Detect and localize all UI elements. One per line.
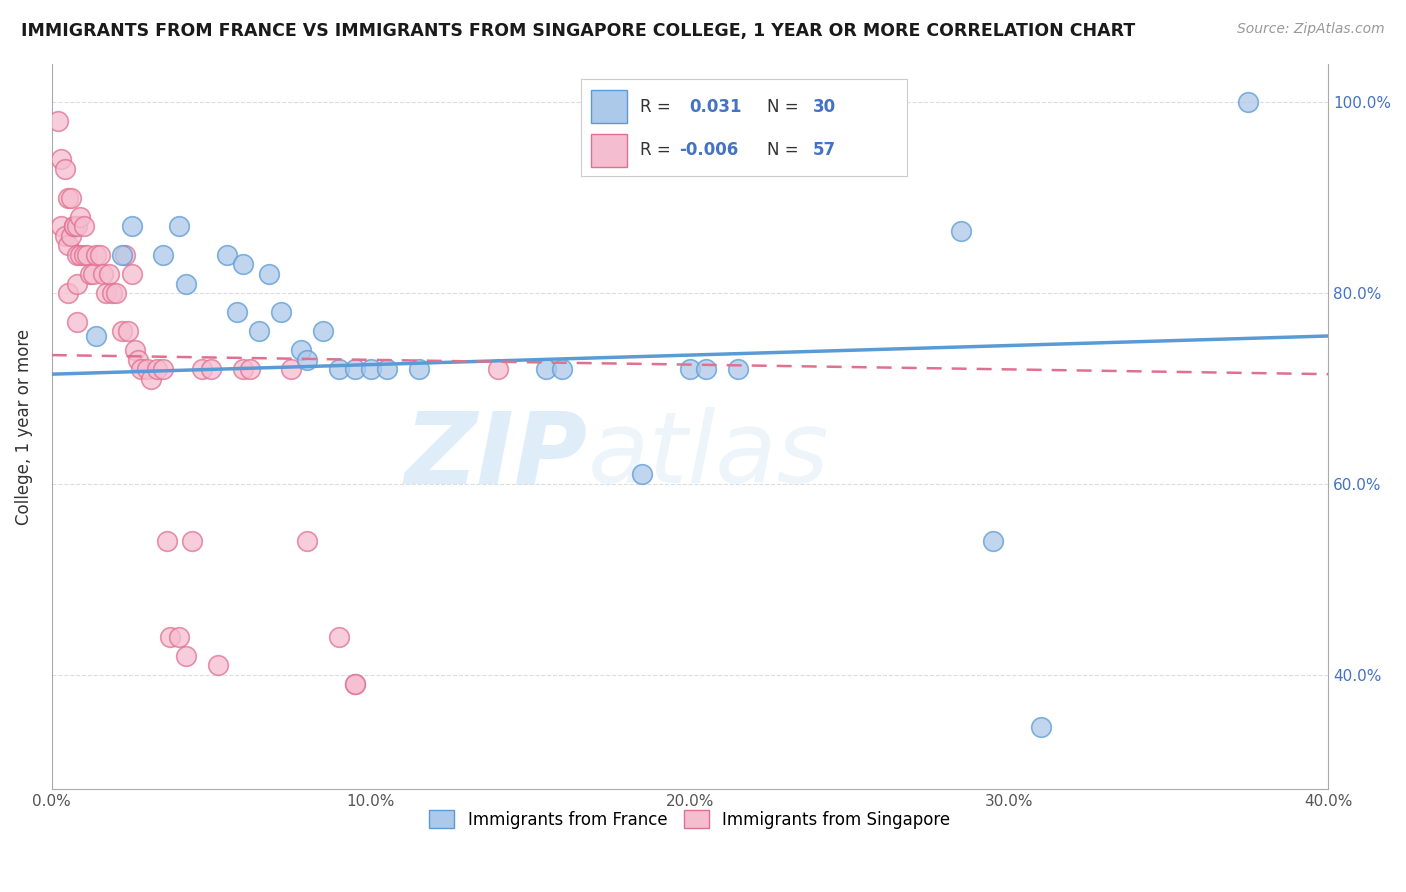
Point: [156, 534, 179, 549]
Point: [174, 277, 197, 291]
Point: [136, 362, 159, 376]
Point: [290, 343, 312, 358]
Point: [66, 277, 89, 291]
Point: [679, 362, 702, 376]
Point: [53, 161, 76, 176]
Point: [695, 362, 717, 376]
Point: [86, 329, 108, 343]
Point: [408, 362, 430, 376]
Point: [94, 286, 117, 301]
Point: [152, 248, 174, 262]
Point: [232, 257, 254, 271]
Point: [121, 219, 143, 234]
Point: [98, 267, 121, 281]
Point: [59, 228, 82, 243]
Point: [1237, 95, 1260, 110]
Point: [360, 362, 382, 376]
Point: [343, 677, 366, 691]
Point: [981, 534, 1004, 549]
Point: [270, 305, 292, 319]
Point: [69, 248, 91, 262]
Point: [66, 219, 89, 234]
Point: [225, 305, 247, 319]
Point: [950, 224, 973, 238]
Point: [488, 362, 510, 376]
Point: [239, 362, 262, 376]
Point: [73, 248, 96, 262]
Point: [56, 238, 79, 252]
Point: [200, 362, 222, 376]
Point: [181, 534, 204, 549]
Point: [207, 658, 229, 673]
Text: IMMIGRANTS FROM FRANCE VS IMMIGRANTS FROM SINGAPORE COLLEGE, 1 YEAR OR MORE CORR: IMMIGRANTS FROM FRANCE VS IMMIGRANTS FRO…: [21, 22, 1135, 40]
Point: [82, 267, 104, 281]
Point: [56, 286, 79, 301]
Legend: Immigrants from France, Immigrants from Singapore: Immigrants from France, Immigrants from …: [423, 804, 957, 835]
Point: [139, 372, 162, 386]
Point: [375, 362, 398, 376]
Point: [217, 248, 239, 262]
Point: [89, 248, 111, 262]
Point: [190, 362, 212, 376]
Point: [53, 228, 76, 243]
Point: [343, 677, 366, 691]
Point: [51, 219, 73, 234]
Point: [328, 630, 350, 644]
Point: [727, 362, 749, 376]
Point: [295, 352, 318, 367]
Point: [66, 315, 89, 329]
Point: [46, 114, 69, 128]
Point: [104, 286, 127, 301]
Point: [66, 248, 89, 262]
Point: [280, 362, 302, 376]
Point: [117, 324, 139, 338]
Point: [51, 153, 73, 167]
Point: [86, 248, 108, 262]
Point: [257, 267, 280, 281]
Point: [76, 248, 98, 262]
Point: [91, 267, 114, 281]
Point: [247, 324, 270, 338]
Point: [295, 534, 318, 549]
Point: [152, 362, 174, 376]
Text: ZIP: ZIP: [405, 407, 588, 504]
Point: [114, 248, 136, 262]
Point: [111, 248, 134, 262]
Point: [79, 267, 101, 281]
Point: [343, 362, 366, 376]
Point: [63, 219, 86, 234]
Point: [232, 362, 254, 376]
Point: [551, 362, 574, 376]
Point: [59, 191, 82, 205]
Y-axis label: College, 1 year or more: College, 1 year or more: [15, 328, 32, 524]
Point: [146, 362, 169, 376]
Point: [63, 219, 86, 234]
Point: [69, 210, 91, 224]
Point: [174, 648, 197, 663]
Text: Source: ZipAtlas.com: Source: ZipAtlas.com: [1237, 22, 1385, 37]
Text: atlas: atlas: [588, 407, 830, 504]
Point: [111, 324, 134, 338]
Point: [159, 630, 181, 644]
Point: [1029, 720, 1052, 734]
Point: [73, 219, 96, 234]
Point: [124, 343, 146, 358]
Point: [631, 467, 654, 482]
Point: [127, 352, 149, 367]
Point: [536, 362, 558, 376]
Point: [169, 630, 191, 644]
Point: [328, 362, 350, 376]
Point: [312, 324, 335, 338]
Point: [56, 191, 79, 205]
Point: [169, 219, 191, 234]
Point: [129, 362, 152, 376]
Point: [121, 267, 143, 281]
Point: [101, 286, 124, 301]
